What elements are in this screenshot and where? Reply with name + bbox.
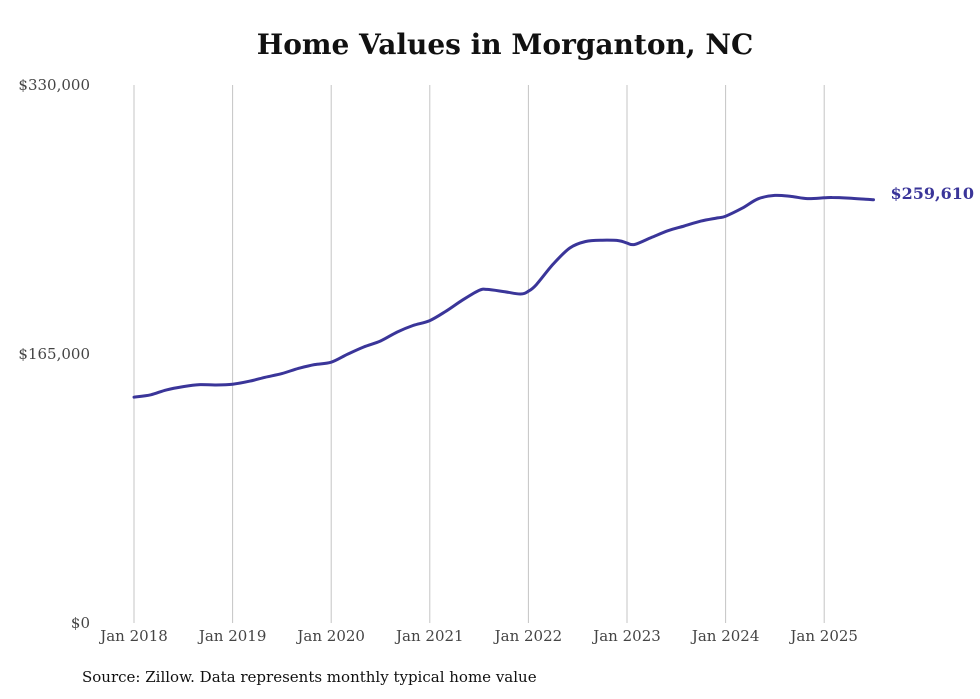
source-note: Source: Zillow. Data represents monthly … [82, 668, 537, 686]
x-tick-label: Jan 2021 [394, 627, 464, 645]
x-tick-label: Jan 2018 [98, 627, 168, 645]
x-tick-label: Jan 2024 [690, 627, 760, 645]
chart-title: Home Values in Morganton, NC [256, 28, 754, 61]
end-value-label: $259,610 [891, 184, 975, 203]
x-tick-label: Jan 2019 [197, 627, 267, 645]
y-axis-ticks: $0 $165,000 $330,000 [18, 76, 90, 632]
x-tick-label: Jan 2023 [591, 627, 661, 645]
y-tick-label: $0 [71, 614, 90, 632]
y-tick-label: $330,000 [18, 76, 90, 94]
x-tick-label: Jan 2020 [295, 627, 365, 645]
y-tick-label: $165,000 [18, 345, 90, 363]
x-tick-label: Jan 2022 [493, 627, 563, 645]
end-label-layer: $259,610 [891, 184, 975, 203]
x-axis-ticks: Jan 2018 Jan 2019 Jan 2020 Jan 2021 Jan 2022… [98, 627, 858, 645]
series-layer [132, 193, 875, 399]
grid-lines [133, 85, 825, 623]
home-value-line [132, 193, 875, 399]
x-tick-label: Jan 2025 [788, 627, 858, 645]
